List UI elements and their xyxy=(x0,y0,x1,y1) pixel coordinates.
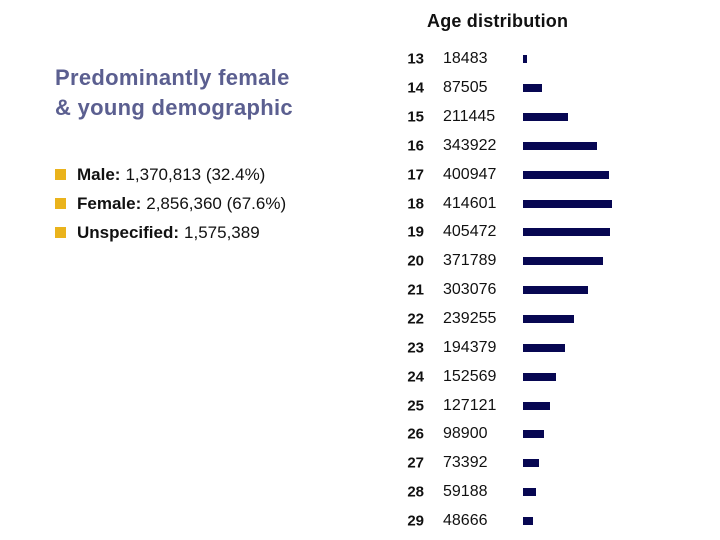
bullet-value: 2,856,360 (67.6%) xyxy=(146,193,287,213)
age-row: 23 194379 xyxy=(400,333,700,362)
age-label: 19 xyxy=(407,223,424,241)
age-row: 15 211445 xyxy=(400,103,700,132)
age-row: 14 87505 xyxy=(400,74,700,103)
bullet-item-male: Male: 1,370,813 (32.4%) xyxy=(55,160,385,189)
age-row: 13 18483 xyxy=(400,45,700,74)
age-bar xyxy=(523,55,527,64)
age-row: 22 239255 xyxy=(400,305,700,334)
age-label: 27 xyxy=(407,454,424,472)
page-title: Age distribution xyxy=(427,11,569,31)
age-row: 28 59188 xyxy=(400,478,700,507)
age-bar xyxy=(523,401,550,410)
bullet-square-icon xyxy=(55,227,66,238)
bullet-value: 1,370,813 (32.4%) xyxy=(125,164,266,184)
age-value: 87505 xyxy=(443,79,488,97)
age-bar xyxy=(523,343,565,352)
age-row: 20 371789 xyxy=(400,247,700,276)
age-row: 17 400947 xyxy=(400,160,700,189)
age-bar xyxy=(523,199,612,208)
age-label: 25 xyxy=(407,397,424,415)
age-row: 24 152569 xyxy=(400,362,700,391)
age-bar xyxy=(523,315,574,324)
age-row: 19 405472 xyxy=(400,218,700,247)
panel-heading-line-2: & young demographic xyxy=(55,95,293,120)
bullet-list: Male: 1,370,813 (32.4%) Female: 2,856,36… xyxy=(55,160,385,247)
panel-heading: Predominantly female & young demographic xyxy=(55,63,385,123)
age-row: 25 127121 xyxy=(400,391,700,420)
age-value: 371789 xyxy=(443,252,497,270)
bullet-label: Unspecified: xyxy=(77,222,180,242)
bullet-square-icon xyxy=(55,169,66,180)
age-label: 26 xyxy=(407,425,424,443)
age-label: 13 xyxy=(407,50,424,68)
age-row: 18 414601 xyxy=(400,189,700,218)
age-value: 73392 xyxy=(443,454,488,472)
age-row: 21 303076 xyxy=(400,276,700,305)
age-label: 18 xyxy=(407,195,424,213)
age-row: 29 48666 xyxy=(400,507,700,536)
age-value: 303076 xyxy=(443,281,497,299)
age-label: 24 xyxy=(407,368,424,386)
bullet-square-icon xyxy=(55,198,66,209)
age-label: 22 xyxy=(407,310,424,328)
age-value: 59188 xyxy=(443,483,488,501)
age-label: 29 xyxy=(407,512,424,530)
age-row: 16 343922 xyxy=(400,132,700,161)
age-value: 414601 xyxy=(443,194,497,212)
panel-heading-line-1: Predominantly female xyxy=(55,65,290,90)
age-value: 194379 xyxy=(443,338,497,356)
age-bar xyxy=(523,286,588,295)
age-label: 15 xyxy=(407,108,424,126)
age-bar xyxy=(523,488,536,497)
age-value: 152569 xyxy=(443,367,497,385)
age-bar xyxy=(523,459,539,468)
age-bar xyxy=(523,516,533,525)
bullet-label: Male: xyxy=(77,164,121,184)
age-bar xyxy=(523,257,603,266)
age-row: 26 98900 xyxy=(400,420,700,449)
age-bar-table: 13 18483 14 87505 15 211445 16 343922 17 400947 18… xyxy=(400,45,700,535)
age-value: 48666 xyxy=(443,511,488,529)
bullet-label: Female: xyxy=(77,193,142,213)
age-value: 127121 xyxy=(443,396,497,414)
age-bar xyxy=(523,430,544,439)
bullet-value: 1,575,389 xyxy=(184,222,260,242)
age-label: 23 xyxy=(407,339,424,357)
age-value: 405472 xyxy=(443,223,497,241)
age-bar xyxy=(523,113,568,122)
age-value: 18483 xyxy=(443,50,488,68)
age-bar xyxy=(523,170,609,179)
age-bar xyxy=(523,228,610,237)
bullet-item-female: Female: 2,856,360 (67.6%) xyxy=(55,189,385,218)
age-row: 27 73392 xyxy=(400,449,700,478)
age-label: 20 xyxy=(407,252,424,270)
age-label: 16 xyxy=(407,137,424,155)
age-label: 28 xyxy=(407,483,424,501)
age-bar xyxy=(523,372,556,381)
age-bar xyxy=(523,141,597,150)
age-value: 211445 xyxy=(443,108,496,126)
age-bar xyxy=(523,84,542,93)
age-label: 14 xyxy=(407,79,424,97)
age-value: 343922 xyxy=(443,136,497,154)
age-label: 21 xyxy=(407,281,424,299)
age-value: 98900 xyxy=(443,425,488,443)
age-value: 239255 xyxy=(443,310,497,328)
bullet-item-unspecified: Unspecified: 1,575,389 xyxy=(55,218,385,247)
age-value: 400947 xyxy=(443,165,497,183)
age-label: 17 xyxy=(407,166,424,184)
